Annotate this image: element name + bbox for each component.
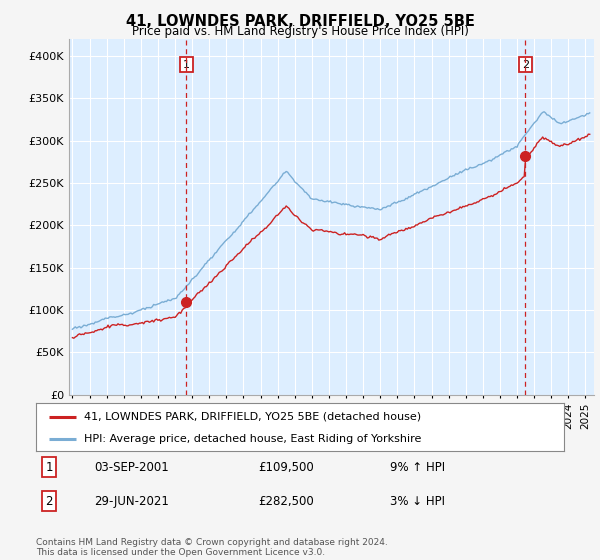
Text: 9% ↑ HPI: 9% ↑ HPI [390,461,445,474]
Text: £109,500: £109,500 [258,461,314,474]
Text: Price paid vs. HM Land Registry's House Price Index (HPI): Price paid vs. HM Land Registry's House … [131,25,469,38]
Text: HPI: Average price, detached house, East Riding of Yorkshire: HPI: Average price, detached house, East… [83,434,421,444]
Text: 2: 2 [46,494,53,508]
Text: 41, LOWNDES PARK, DRIFFIELD, YO25 5BE (detached house): 41, LOWNDES PARK, DRIFFIELD, YO25 5BE (d… [83,412,421,422]
Text: 03-SEP-2001: 03-SEP-2001 [94,461,169,474]
Text: 29-JUN-2021: 29-JUN-2021 [94,494,169,508]
Text: £282,500: £282,500 [258,494,314,508]
Text: 2: 2 [522,59,529,69]
Text: 1: 1 [46,461,53,474]
Text: 3% ↓ HPI: 3% ↓ HPI [390,494,445,508]
Text: 41, LOWNDES PARK, DRIFFIELD, YO25 5BE: 41, LOWNDES PARK, DRIFFIELD, YO25 5BE [125,14,475,29]
Text: Contains HM Land Registry data © Crown copyright and database right 2024.
This d: Contains HM Land Registry data © Crown c… [36,538,388,557]
Text: 1: 1 [183,59,190,69]
